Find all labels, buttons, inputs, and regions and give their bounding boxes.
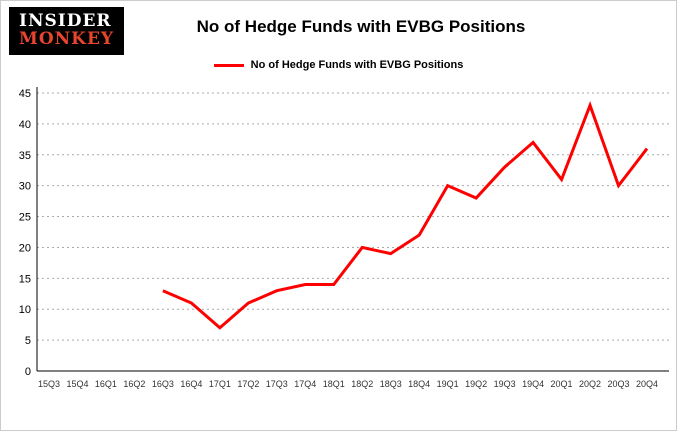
y-tick-label: 45	[19, 88, 31, 100]
y-tick-label: 20	[19, 242, 31, 254]
x-tick-label: 19Q1	[437, 379, 459, 389]
x-tick-label: 19Q3	[494, 379, 516, 389]
legend-label: No of Hedge Funds with EVBG Positions	[250, 59, 464, 71]
x-tick-label: 17Q1	[209, 379, 231, 389]
logo-line2: MONKEY	[19, 29, 115, 50]
x-tick-label: 18Q3	[380, 379, 402, 389]
y-tick-label: 40	[19, 119, 31, 131]
x-tick-label: 18Q2	[351, 379, 373, 389]
data-line	[162, 101, 649, 330]
y-tick-label: 30	[19, 181, 31, 193]
x-tick-label: 19Q4	[522, 379, 544, 389]
x-tick-label: 17Q4	[294, 379, 316, 389]
x-tick-label: 19Q2	[465, 379, 487, 389]
y-tick-label: 25	[19, 212, 31, 224]
logo-line1: INSIDER	[19, 11, 112, 31]
x-tick-label: 15Q4	[66, 379, 88, 389]
x-tick-label: 18Q4	[408, 379, 430, 389]
x-tick-label: 20Q4	[636, 379, 658, 389]
y-tick-label: 5	[25, 335, 31, 347]
x-tick-label: 20Q3	[608, 379, 630, 389]
y-tick-label: 35	[19, 150, 31, 162]
y-tick-label: 15	[19, 273, 31, 285]
x-tick-label: 16Q4	[180, 379, 202, 389]
chart-title: No of Hedge Funds with EVBG Positions	[196, 17, 526, 36]
x-tick-label: 18Q1	[323, 379, 345, 389]
insider-monkey-logo: INSIDER MONKEY	[9, 7, 125, 55]
legend-line-swatch	[213, 63, 244, 67]
y-tick-label: 10	[19, 304, 31, 316]
x-tick-label: 17Q2	[237, 379, 259, 389]
x-tick-label: 16Q3	[152, 379, 174, 389]
legend: No of Hedge Funds with EVBG Positions	[1, 59, 676, 71]
y-tick-label: 0	[25, 366, 31, 378]
x-tick-label: 16Q2	[123, 379, 145, 389]
x-tick-label: 20Q1	[551, 379, 573, 389]
x-tick-label: 17Q3	[266, 379, 288, 389]
x-tick-label: 16Q1	[95, 379, 117, 389]
x-tick-label: 20Q2	[579, 379, 601, 389]
x-tick-label: 15Q3	[38, 379, 60, 389]
